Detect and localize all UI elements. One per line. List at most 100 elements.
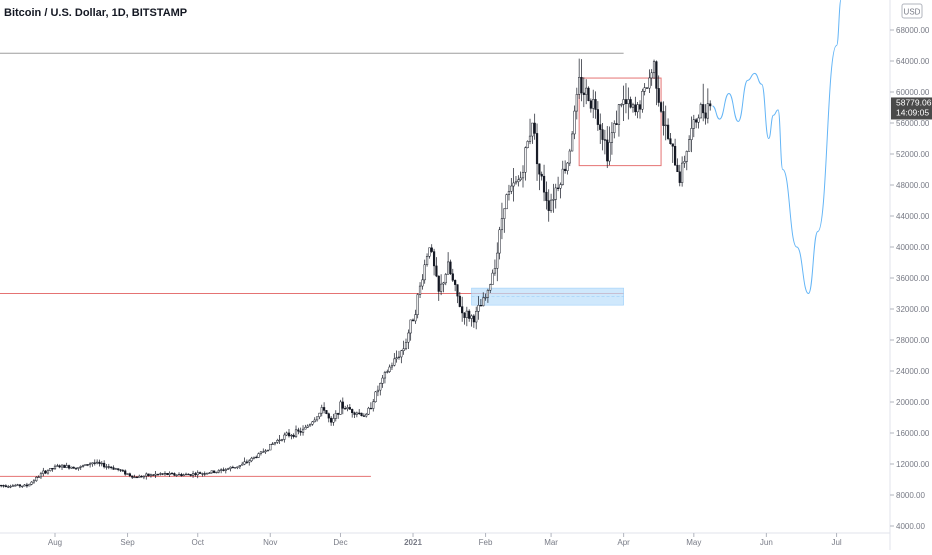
candle-body <box>142 475 146 478</box>
candle-body <box>182 474 185 477</box>
candle-body <box>580 77 583 94</box>
candle-body <box>641 91 644 110</box>
candle-body <box>671 143 674 147</box>
candle-body <box>664 124 667 127</box>
candle-body <box>683 161 686 164</box>
candle-body <box>566 162 569 172</box>
candle-body <box>444 274 447 284</box>
chart-title: Bitcoin / U.S. Dollar, 1D, BITSTAMP <box>4 7 187 19</box>
candle-body <box>540 173 543 177</box>
currency-badge-box <box>901 3 923 19</box>
candle-body <box>528 135 532 142</box>
candle-body <box>229 466 232 469</box>
candle-body <box>634 104 637 113</box>
candle-body <box>96 461 99 464</box>
projection <box>712 0 842 295</box>
candle-body <box>308 424 312 427</box>
candle-body <box>51 468 54 470</box>
candle-body <box>4 485 7 487</box>
candle-body <box>42 470 45 475</box>
candle-body <box>320 407 323 414</box>
candle-body <box>208 472 211 474</box>
candle-body <box>306 425 309 428</box>
candle-body <box>65 465 68 468</box>
candle-body <box>451 273 454 281</box>
candle-body <box>0 484 3 487</box>
candle-body <box>423 264 426 281</box>
candle-body <box>676 164 679 173</box>
candle-body <box>526 141 529 148</box>
candle-body <box>510 185 513 192</box>
candle-body <box>652 61 656 74</box>
price-tick-label: 16000.00 <box>896 429 930 438</box>
price-tick-label: 60000.00 <box>896 88 930 97</box>
candle-body <box>608 142 611 162</box>
projection-path[interactable] <box>712 0 842 295</box>
candle-body <box>367 407 370 415</box>
candle-body <box>257 453 260 458</box>
candle-body <box>313 419 316 423</box>
candle-body <box>114 468 117 470</box>
candle-body <box>428 247 431 257</box>
candle-body <box>255 456 258 459</box>
candle-body <box>594 99 597 110</box>
candle-body <box>112 467 115 470</box>
candle-body <box>294 429 298 437</box>
candle-body <box>110 466 113 469</box>
candle-body <box>159 473 162 475</box>
time-tick-label: Oct <box>192 538 205 547</box>
candle-body <box>266 449 270 452</box>
candle-body <box>416 294 419 315</box>
price-tick-label: 12000.00 <box>896 460 930 469</box>
price-axis[interactable]: 4000.00 8000.00 12000.00 16000.00 20000.00 24… <box>890 26 930 531</box>
candle-body <box>30 481 33 485</box>
price-tick-label: 32000.00 <box>896 305 930 314</box>
time-tick-label: Mar <box>544 538 558 547</box>
candle-body <box>276 440 279 443</box>
candle-body <box>561 168 564 185</box>
range-box[interactable] <box>578 77 662 167</box>
candle-body <box>280 439 284 441</box>
candle-body <box>685 151 688 162</box>
candle-body <box>16 484 19 486</box>
candle-body <box>259 451 263 454</box>
candle-body <box>74 468 78 470</box>
time-tick-label: Feb <box>479 538 493 547</box>
candle-body <box>435 265 438 277</box>
candle-body <box>105 466 108 468</box>
candle-body <box>161 473 164 475</box>
candle-body <box>81 465 85 467</box>
candle-body <box>542 175 546 193</box>
bar-countdown: 14:09:05 <box>896 107 929 117</box>
candle-body <box>269 443 272 451</box>
candle-body <box>613 123 616 134</box>
candle-body <box>681 162 684 183</box>
candle-body <box>709 103 712 107</box>
candle-body <box>337 413 340 415</box>
currency-badge[interactable]: USD <box>901 3 923 19</box>
candle-body <box>407 332 410 343</box>
price-tick-label: 24000.00 <box>896 367 930 376</box>
candle-body <box>629 99 632 108</box>
candle-body <box>655 61 658 89</box>
candle-body <box>58 465 61 468</box>
candle-body <box>9 486 12 488</box>
time-tick-label: Apr <box>617 538 630 547</box>
candle-body <box>227 468 230 470</box>
candle-body <box>91 462 94 465</box>
candle-body <box>145 473 148 477</box>
candle-body <box>273 442 277 445</box>
candle-body <box>131 475 134 478</box>
candle-body <box>381 377 384 384</box>
candle-body <box>175 474 178 476</box>
candle-body <box>659 102 663 112</box>
candle-body <box>35 476 38 482</box>
candle-body <box>491 272 494 285</box>
candle-body <box>327 413 330 419</box>
time-axis[interactable]: Aug Sep Oct Nov Dec 2021 Feb Mar Apr May Jun Jul <box>48 533 842 547</box>
candle-body <box>533 122 536 134</box>
candle-body <box>582 92 585 95</box>
candle-body <box>587 87 590 101</box>
